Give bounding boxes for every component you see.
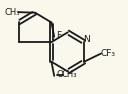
Text: CF₃: CF₃ <box>101 49 116 58</box>
Text: CH₃: CH₃ <box>5 8 20 17</box>
Text: CH₃: CH₃ <box>61 70 77 79</box>
Text: N: N <box>83 35 90 44</box>
Text: O: O <box>57 70 64 79</box>
Text: F: F <box>56 31 61 40</box>
